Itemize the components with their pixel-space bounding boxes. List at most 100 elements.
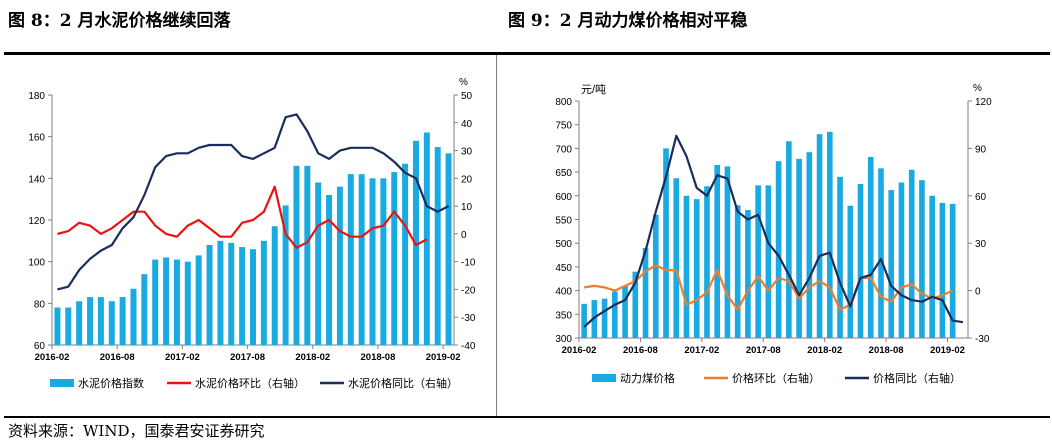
coal-bar bbox=[908, 169, 915, 338]
coal-left-tick-label: 400 bbox=[555, 287, 572, 298]
coal-bar bbox=[765, 185, 772, 338]
cement-bar bbox=[315, 182, 322, 345]
cement-bar bbox=[97, 297, 104, 345]
cement-right-tick-label: 50 bbox=[461, 91, 473, 102]
coal-line-series-1 bbox=[583, 264, 954, 311]
cement-left-tick-label: 140 bbox=[28, 174, 45, 185]
coal-bar bbox=[919, 180, 925, 338]
coal-bar bbox=[693, 199, 700, 338]
coal-right-tick-label: 0 bbox=[975, 287, 981, 298]
cement-right-axis-unit: % bbox=[459, 77, 468, 88]
cement-bar bbox=[228, 242, 235, 345]
coal-bar bbox=[612, 291, 618, 338]
cement-bar bbox=[87, 297, 94, 345]
cement-right-tick-label: 20 bbox=[461, 174, 473, 185]
coal-bar bbox=[642, 247, 649, 338]
coal-right-tick-label: 60 bbox=[975, 192, 987, 203]
cement-left-tick-label: 160 bbox=[28, 133, 45, 144]
cement-bar bbox=[141, 274, 148, 345]
coal-bar bbox=[775, 161, 782, 338]
cement-line-series-2 bbox=[57, 113, 450, 291]
cement-x-tick-label: 2018-02 bbox=[295, 352, 330, 363]
cement-bar bbox=[445, 153, 452, 345]
cement-bar bbox=[130, 288, 137, 345]
cement-bar bbox=[250, 249, 256, 345]
cement-right-tick-label: 40 bbox=[461, 119, 473, 130]
cement-x-tick-label: 2016-08 bbox=[100, 352, 135, 363]
cement-bar bbox=[369, 178, 376, 345]
cement-x-tick-label: 2018-08 bbox=[361, 352, 396, 363]
cement-bar bbox=[326, 195, 333, 345]
cement-bar bbox=[336, 186, 343, 345]
coal-bar bbox=[847, 205, 854, 338]
coal-bar bbox=[724, 166, 731, 338]
cement-right-tick-label: -10 bbox=[461, 258, 476, 269]
cement-bar bbox=[217, 240, 224, 345]
cement-x-tick-label: 2017-02 bbox=[165, 352, 200, 363]
cement-bar bbox=[65, 307, 72, 345]
coal-legend-label: 价格同比（右轴） bbox=[873, 371, 961, 385]
coal-bar bbox=[683, 195, 690, 338]
cement-legend-swatch-bar bbox=[50, 379, 74, 387]
coal-bar bbox=[622, 285, 628, 338]
cement-right-tick-label: -30 bbox=[461, 313, 476, 324]
cement-bar bbox=[239, 247, 246, 345]
coal-left-axis-unit: 元/吨 bbox=[581, 83, 606, 96]
coal-bar bbox=[949, 203, 956, 338]
cement-legend-label: 水泥价格环比（右轴） bbox=[195, 376, 305, 390]
coal-bar bbox=[888, 190, 895, 338]
coal-bar bbox=[939, 202, 946, 338]
coal-legend-label: 动力煤价格 bbox=[620, 371, 675, 385]
coal-bar bbox=[591, 300, 598, 338]
cement-right-tick-label: -40 bbox=[461, 341, 476, 352]
bottom-rule bbox=[4, 416, 1050, 418]
coal-left-tick-label: 550 bbox=[555, 216, 572, 227]
cement-bar bbox=[173, 259, 180, 345]
coal-bar bbox=[652, 214, 659, 338]
coal-right-tick-label: 120 bbox=[975, 97, 992, 108]
cement-bar bbox=[304, 165, 311, 345]
cement-bar bbox=[391, 172, 398, 345]
coal-bar bbox=[601, 298, 608, 338]
panel-divider bbox=[496, 55, 497, 416]
cement-bar bbox=[260, 240, 267, 345]
coal-bar bbox=[673, 178, 680, 338]
coal-bar bbox=[816, 134, 823, 338]
coal-left-tick-label: 650 bbox=[555, 168, 572, 179]
cement-bar bbox=[293, 165, 300, 345]
coal-bar bbox=[806, 152, 813, 338]
coal-bar bbox=[581, 303, 587, 338]
coal-right-tick-label: 90 bbox=[975, 144, 987, 155]
cement-bar bbox=[423, 132, 430, 345]
cement-right-tick-label: -20 bbox=[461, 285, 476, 296]
cement-right-tick-label: 0 bbox=[461, 230, 467, 241]
cement-bar bbox=[195, 255, 202, 345]
cement-x-tick-label: 2016-02 bbox=[35, 352, 70, 363]
coal-left-tick-label: 450 bbox=[555, 263, 572, 274]
cement-bar bbox=[434, 147, 441, 345]
coal-left-tick-label: 350 bbox=[555, 310, 572, 321]
coal-bar bbox=[857, 183, 864, 338]
coal-bar bbox=[755, 185, 761, 338]
cement-bar bbox=[358, 174, 365, 345]
coal-right-axis-unit: % bbox=[973, 83, 982, 94]
coal-bar bbox=[867, 156, 874, 338]
cement-bar bbox=[271, 226, 278, 345]
coal-price-chart: 300 350 400 450 500 550 600 650 700 750 800 -30 0 30 6… bbox=[555, 83, 992, 385]
cement-bar bbox=[282, 205, 289, 345]
cement-bar bbox=[380, 178, 387, 345]
coal-bar bbox=[837, 176, 843, 338]
coal-bar bbox=[898, 182, 905, 338]
coal-bar bbox=[663, 148, 669, 338]
coal-bar bbox=[796, 158, 802, 338]
cement-left-tick-label: 120 bbox=[28, 216, 45, 227]
cement-x-tick-label: 2019-02 bbox=[426, 352, 461, 363]
cement-legend-label: 水泥价格指数 bbox=[78, 376, 144, 390]
cement-bar bbox=[152, 259, 159, 345]
cement-left-tick-label: 80 bbox=[34, 299, 46, 310]
coal-bar bbox=[878, 168, 884, 338]
coal-x-tick-label: 2016-08 bbox=[623, 345, 658, 356]
coal-x-tick-label: 2016-02 bbox=[562, 345, 597, 356]
coal-bar bbox=[929, 195, 935, 338]
figure-8-title: 图 8：2 月水泥价格继续回落 bbox=[8, 11, 231, 31]
